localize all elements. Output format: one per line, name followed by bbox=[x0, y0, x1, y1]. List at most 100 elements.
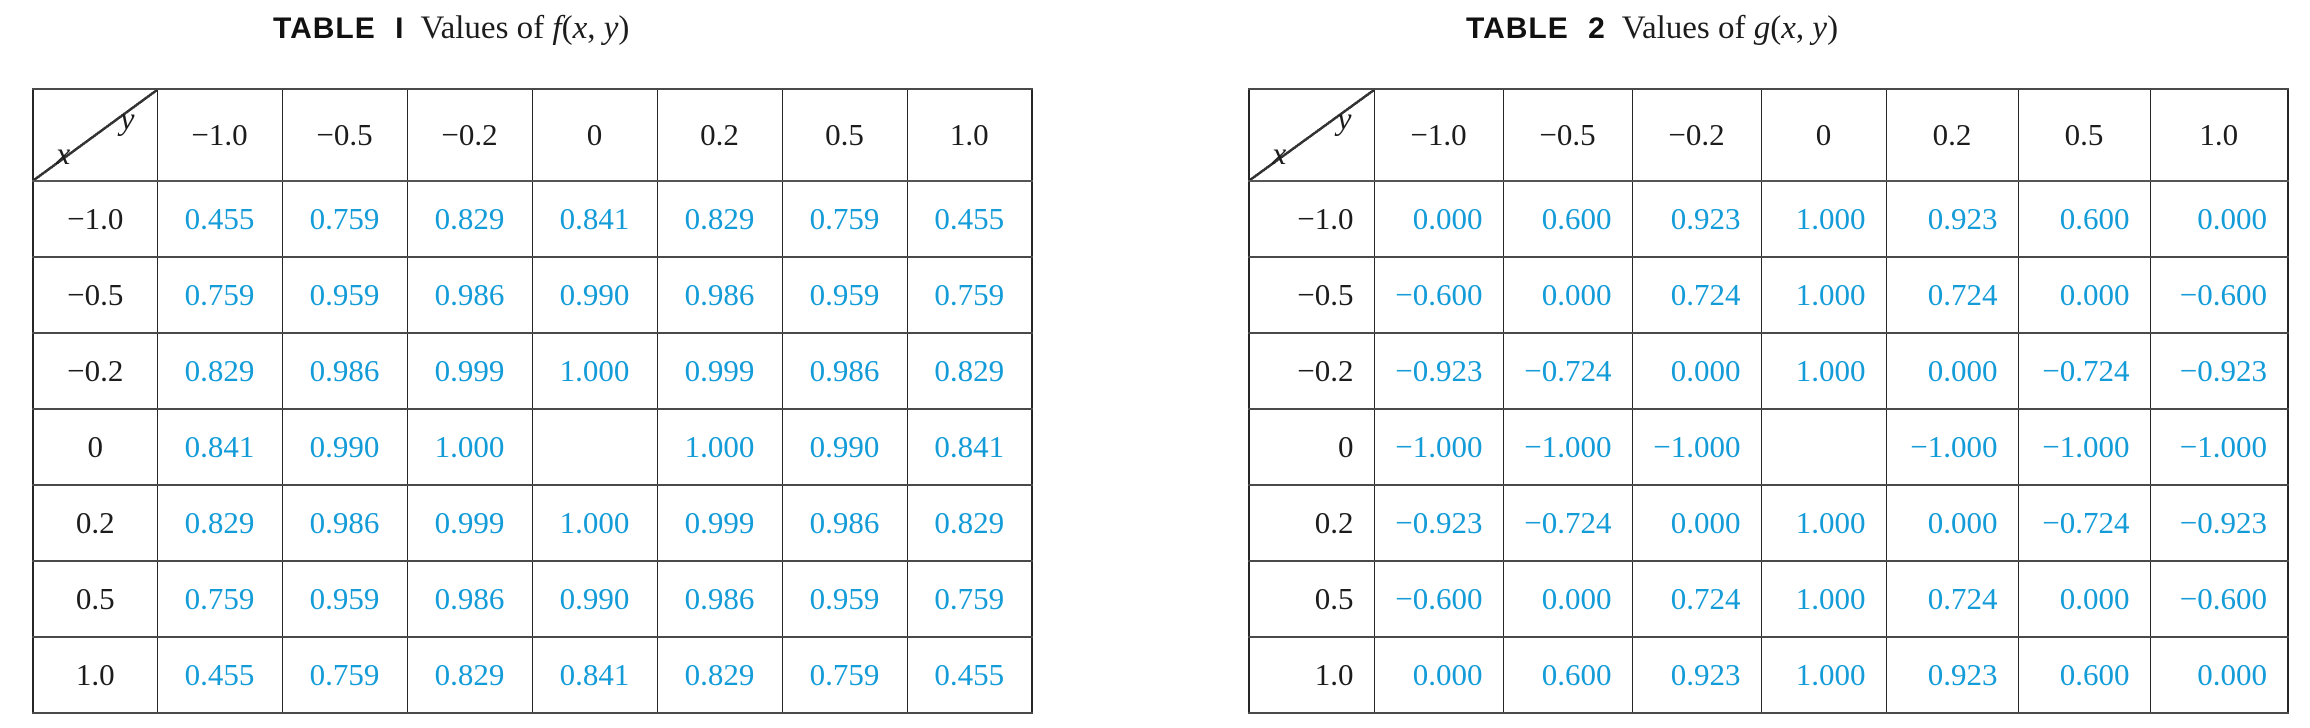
value-cell: 0.759 bbox=[281, 180, 408, 258]
table-f-title: TABLE I Values of f(x, y) bbox=[273, 9, 629, 48]
value-cell: 0.829 bbox=[406, 180, 533, 258]
value-cell: 0.999 bbox=[406, 332, 533, 410]
value-cell: 0.986 bbox=[656, 560, 783, 638]
table-row: 0.2 0.829 0.986 0.999 1.000 0.999 0.986 0.829 bbox=[32, 484, 1033, 562]
table-g-title-label: TABLE 2 bbox=[1466, 12, 1606, 45]
value-cell: 0.759 bbox=[906, 256, 1033, 334]
table-row: 1.0 0.000 0.600 0.923 1.000 0.923 0.600 0.000 bbox=[1248, 636, 2289, 714]
value-cell: 0.986 bbox=[656, 256, 783, 334]
value-cell: 0.829 bbox=[656, 180, 783, 258]
corner-y-label: y bbox=[1337, 100, 1352, 136]
value-cell: 0.724 bbox=[1885, 256, 2019, 334]
col-header-cell: −0.5 bbox=[281, 88, 408, 182]
value-cell: 0.829 bbox=[906, 484, 1033, 562]
value-cell: 0.600 bbox=[2017, 636, 2151, 714]
value-cell: 1.000 bbox=[406, 408, 533, 486]
table-row: 0.5 −0.600 0.000 0.724 1.000 0.724 0.000 −0.600 bbox=[1248, 560, 2289, 638]
value-cell: 0.829 bbox=[156, 332, 283, 410]
table-row: −1.0 0.455 0.759 0.829 0.841 0.829 0.759 0.455 bbox=[32, 180, 1033, 258]
value-cell: −0.923 bbox=[1373, 484, 1504, 562]
row-header-cell: −0.2 bbox=[1248, 332, 1375, 410]
value-cell: 1.000 bbox=[1760, 484, 1887, 562]
value-cell: 0.923 bbox=[1631, 636, 1762, 714]
value-cell: 0.000 bbox=[1502, 256, 1633, 334]
value-cell: 0.000 bbox=[2017, 256, 2151, 334]
value-cell: 0.759 bbox=[781, 180, 908, 258]
row-header-cell: −1.0 bbox=[32, 180, 158, 258]
value-cell: −0.600 bbox=[2149, 256, 2289, 334]
value-cell: 0.990 bbox=[781, 408, 908, 486]
row-header-cell: 0.5 bbox=[1248, 560, 1375, 638]
value-cell: 0.724 bbox=[1631, 560, 1762, 638]
row-header-cell: −1.0 bbox=[1248, 180, 1375, 258]
value-cell: 0.759 bbox=[156, 560, 283, 638]
value-cell: 0.455 bbox=[156, 636, 283, 714]
value-cell: −1.000 bbox=[1502, 408, 1633, 486]
value-cell: −0.600 bbox=[1373, 560, 1504, 638]
function-arg-x: x bbox=[1781, 10, 1796, 46]
value-cell: 0.000 bbox=[1885, 332, 2019, 410]
value-cell: 0.841 bbox=[531, 636, 658, 714]
value-cell: 0.986 bbox=[281, 484, 408, 562]
value-cell: 0.990 bbox=[281, 408, 408, 486]
value-cell: 0.759 bbox=[781, 636, 908, 714]
col-header-cell: 0.5 bbox=[2017, 88, 2151, 182]
value-cell: 0.986 bbox=[781, 332, 908, 410]
value-cell: 0.999 bbox=[656, 484, 783, 562]
corner-cell: y x bbox=[1248, 88, 1375, 182]
function-name: g bbox=[1753, 10, 1771, 46]
function-arg-y: y bbox=[1812, 10, 1828, 46]
value-cell: 0.841 bbox=[156, 408, 283, 486]
value-cell: 0.829 bbox=[656, 636, 783, 714]
value-cell: 1.000 bbox=[1760, 560, 1887, 638]
table-row: −0.2 0.829 0.986 0.999 1.000 0.999 0.986 0.829 bbox=[32, 332, 1033, 410]
table-f-title-label: TABLE I bbox=[273, 12, 405, 45]
value-cell: 1.000 bbox=[1760, 180, 1887, 258]
value-cell: −0.600 bbox=[1373, 256, 1504, 334]
table-g-title-text: Values of g(x, y) bbox=[1621, 10, 1839, 46]
row-header-cell: 1.0 bbox=[32, 636, 158, 714]
table-row: 0 0.841 0.990 1.000 1.000 0.990 0.841 bbox=[32, 408, 1033, 486]
value-cell: 0.455 bbox=[156, 180, 283, 258]
value-cell: 0.986 bbox=[281, 332, 408, 410]
table-f-title-text: Values of f(x, y) bbox=[420, 10, 630, 46]
value-cell: 0.829 bbox=[406, 636, 533, 714]
value-cell: −0.724 bbox=[1502, 484, 1633, 562]
row-header-cell: −0.2 bbox=[32, 332, 158, 410]
value-cell: 1.000 bbox=[656, 408, 783, 486]
value-cell: 0.600 bbox=[2017, 180, 2151, 258]
value-cell: 0.000 bbox=[1885, 484, 2019, 562]
value-cell: 0.829 bbox=[906, 332, 1033, 410]
table-row: −0.5 −0.600 0.000 0.724 1.000 0.724 0.000 −0.60… bbox=[1248, 256, 2289, 334]
row-header-cell: 0 bbox=[1248, 408, 1375, 486]
value-cell: 0.759 bbox=[156, 256, 283, 334]
value-cell: 0.829 bbox=[156, 484, 283, 562]
value-cell: 1.000 bbox=[1760, 636, 1887, 714]
value-cell: 1.000 bbox=[531, 332, 658, 410]
col-header-cell: 0 bbox=[1760, 88, 1887, 182]
table-row: 0 −1.000 −1.000 −1.000 −1.000 −1.000 −1.000 bbox=[1248, 408, 2289, 486]
value-cell: 0.923 bbox=[1885, 180, 2019, 258]
value-cell: 0.841 bbox=[906, 408, 1033, 486]
header-row: y x −1.0 −0.5 −0.2 0 0.2 0.5 1.0 bbox=[32, 88, 1033, 182]
value-cell: 1.000 bbox=[1760, 332, 1887, 410]
corner-y-label: y bbox=[120, 100, 135, 136]
col-header-cell: −0.2 bbox=[1631, 88, 1762, 182]
value-cell: 0.986 bbox=[781, 484, 908, 562]
value-cell: 0.600 bbox=[1502, 180, 1633, 258]
value-cell: 0.000 bbox=[1631, 332, 1762, 410]
empty-value-cell bbox=[1760, 408, 1887, 486]
value-cell: 0.000 bbox=[1373, 636, 1504, 714]
value-cell: 0.724 bbox=[1631, 256, 1762, 334]
value-cell: 0.759 bbox=[281, 636, 408, 714]
value-cell: 0.999 bbox=[406, 484, 533, 562]
value-cell: 0.000 bbox=[2017, 560, 2151, 638]
col-header-cell: 0.5 bbox=[781, 88, 908, 182]
value-cell: 0.959 bbox=[781, 256, 908, 334]
value-cell: 0.000 bbox=[1631, 484, 1762, 562]
col-header-cell: −1.0 bbox=[156, 88, 283, 182]
value-cell: 0.759 bbox=[906, 560, 1033, 638]
corner-x-label: x bbox=[56, 135, 71, 171]
value-cell: 0.959 bbox=[281, 256, 408, 334]
value-cell: 0.455 bbox=[906, 180, 1033, 258]
